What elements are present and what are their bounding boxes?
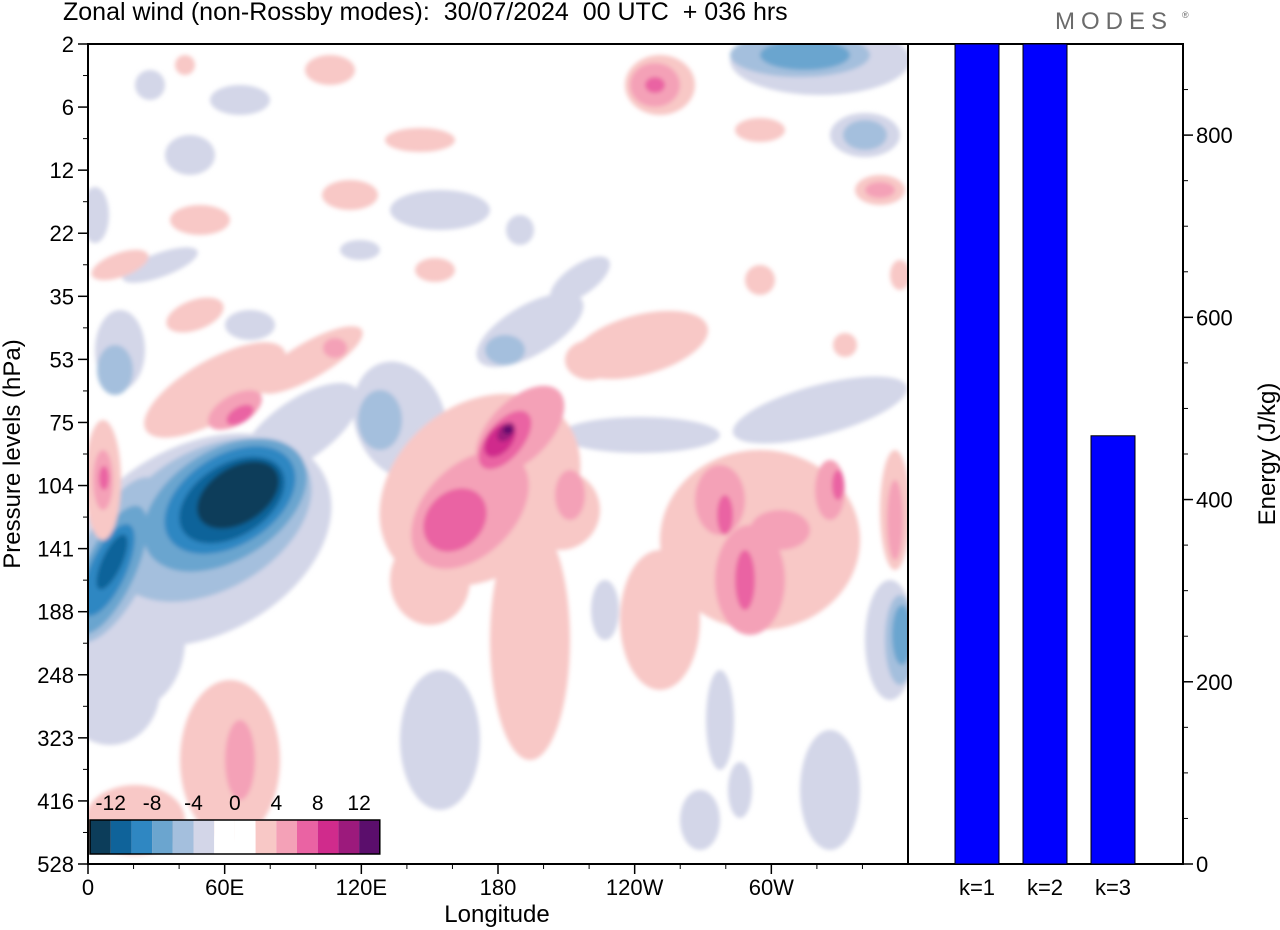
pressure-tick-label: 323 bbox=[37, 726, 74, 751]
y-axis-title: Pressure levels (hPa) bbox=[0, 339, 26, 568]
colorbar-swatch bbox=[297, 820, 318, 854]
colorbar-swatch bbox=[338, 820, 360, 854]
pressure-tick-label: 53 bbox=[50, 347, 74, 372]
pressure-tick-label: 12 bbox=[50, 158, 74, 183]
pressure-tick-label: 188 bbox=[37, 600, 74, 625]
energy-tick-label: 0 bbox=[1196, 852, 1208, 877]
longitude-axis: 0 60E 120E 180 120W 60W bbox=[82, 864, 863, 900]
pressure-tick-label: 248 bbox=[37, 663, 74, 688]
colorbar-frame bbox=[89, 819, 381, 855]
zonal-wind-field bbox=[88, 44, 908, 864]
colorbar-swatch bbox=[317, 820, 339, 854]
energy-tick-label: 600 bbox=[1196, 305, 1233, 330]
longitude-tick-label: 120E bbox=[336, 875, 387, 900]
colorbar-legend: -12 -8 -4 0 4 8 12 bbox=[89, 792, 381, 855]
energy-bars: k=1 k=2 k=3 bbox=[954, 43, 1136, 900]
negative-core-region bbox=[197, 461, 279, 529]
energy-tick-label: 200 bbox=[1196, 670, 1233, 695]
colorbar-label: -4 bbox=[184, 792, 203, 815]
pressure-tick-label: 141 bbox=[37, 537, 74, 562]
longitude-tick-label: 60W bbox=[749, 875, 794, 900]
colorbar-label: 4 bbox=[270, 792, 282, 815]
colorbar-swatch bbox=[193, 820, 215, 854]
brand-logo: MODES bbox=[1055, 8, 1174, 35]
x-axis-title: Longitude bbox=[444, 901, 549, 928]
colorbar-swatch bbox=[110, 820, 132, 854]
energy-bar bbox=[954, 43, 1000, 865]
positive-core-region bbox=[503, 426, 513, 434]
colorbar-label: -12 bbox=[96, 792, 126, 815]
longitude-tick-label: 0 bbox=[82, 875, 94, 900]
colorbar-label: 12 bbox=[347, 792, 370, 815]
colorbar-swatch bbox=[276, 820, 297, 854]
longitude-tick-label: 60E bbox=[205, 875, 244, 900]
pressure-tick-label: 75 bbox=[50, 410, 74, 435]
bar-category-label: k=1 bbox=[959, 875, 995, 900]
pressure-tick-label: 6 bbox=[62, 95, 74, 120]
chart-title: Zonal wind (non-Rossby modes): 30/07/202… bbox=[63, 0, 788, 26]
pressure-tick-label: 35 bbox=[50, 284, 74, 309]
colorbar-label: 8 bbox=[312, 792, 324, 815]
colorbar-swatch bbox=[90, 820, 111, 854]
bar-category-label: k=3 bbox=[1095, 875, 1131, 900]
pressure-tick-label: 416 bbox=[37, 789, 74, 814]
colorbar-label: 0 bbox=[229, 792, 241, 815]
colorbar-swatch bbox=[214, 820, 235, 854]
longitude-tick-label: 180 bbox=[480, 875, 517, 900]
colorbar-swatch bbox=[359, 820, 380, 854]
pressure-tick-label: 528 bbox=[37, 852, 74, 877]
colorbar-swatch bbox=[255, 820, 277, 854]
colorbar-swatch bbox=[131, 820, 153, 854]
pressure-tick-label: 2 bbox=[62, 32, 74, 57]
longitude-tick-label: 120W bbox=[606, 875, 664, 900]
brand-registered-mark: ® bbox=[1182, 10, 1189, 20]
pressure-axis: 2 6 12 22 35 53 75 104 141 188 248 323 416 528 bbox=[37, 32, 88, 877]
energy-tick-label: 400 bbox=[1196, 488, 1233, 513]
bar-category-label: k=2 bbox=[1027, 875, 1063, 900]
energy-bar bbox=[1022, 43, 1068, 865]
energy-tick-label: 800 bbox=[1196, 123, 1233, 148]
colorbar-label: -8 bbox=[143, 792, 162, 815]
colorbar-swatch bbox=[172, 820, 194, 854]
energy-axis: 0 200 400 600 800 bbox=[1183, 89, 1233, 877]
pressure-tick-label: 22 bbox=[50, 221, 74, 246]
energy-bar bbox=[1090, 435, 1136, 865]
energy-axis-title: Energy (J/kg) bbox=[1254, 383, 1280, 526]
pressure-tick-label: 104 bbox=[37, 474, 74, 499]
colorbar-swatch bbox=[152, 820, 173, 854]
colorbar-swatch bbox=[234, 820, 256, 854]
